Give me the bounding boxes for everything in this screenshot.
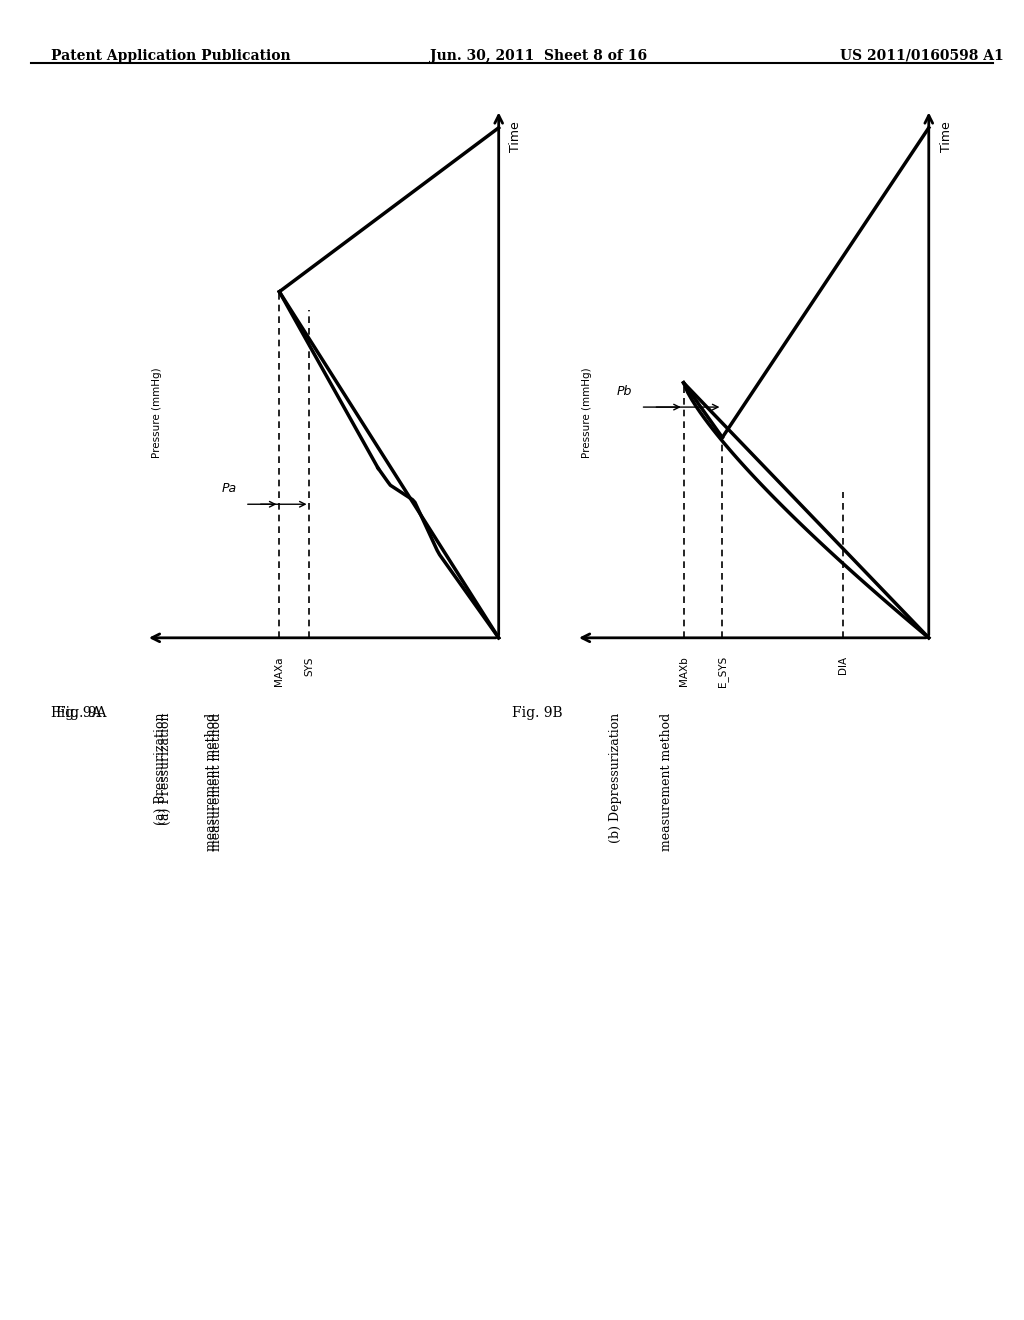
Text: US 2011/0160598 A1: US 2011/0160598 A1 xyxy=(840,49,1004,63)
Text: Fig. 9A: Fig. 9A xyxy=(51,706,101,721)
Text: Time: Time xyxy=(940,121,952,152)
Text: Pa: Pa xyxy=(221,482,237,495)
Text: measurement method: measurement method xyxy=(205,713,218,851)
Text: MAXa: MAXa xyxy=(274,656,285,685)
Text: (b) Depressurization: (b) Depressurization xyxy=(609,713,623,843)
Text: Pressure (mmHg): Pressure (mmHg) xyxy=(152,368,162,458)
Text: (a) Pressurization: (a) Pressurization xyxy=(159,713,172,825)
Text: (a) Pressurization: (a) Pressurization xyxy=(154,713,167,825)
Text: Fig. 9A: Fig. 9A xyxy=(56,706,106,721)
Text: Time: Time xyxy=(510,121,522,152)
Text: Pressure (mmHg): Pressure (mmHg) xyxy=(582,368,592,458)
Text: Patent Application Publication: Patent Application Publication xyxy=(51,49,291,63)
Text: measurement method: measurement method xyxy=(660,713,674,851)
Text: E_SYS: E_SYS xyxy=(717,656,728,688)
Text: measurement method: measurement method xyxy=(210,713,223,851)
Text: DIA: DIA xyxy=(838,656,848,675)
Text: Jun. 30, 2011  Sheet 8 of 16: Jun. 30, 2011 Sheet 8 of 16 xyxy=(430,49,647,63)
Text: Pb: Pb xyxy=(616,385,632,399)
Text: MAXb: MAXb xyxy=(679,656,688,686)
Text: SYS: SYS xyxy=(304,656,314,676)
Text: Fig. 9B: Fig. 9B xyxy=(512,706,562,721)
